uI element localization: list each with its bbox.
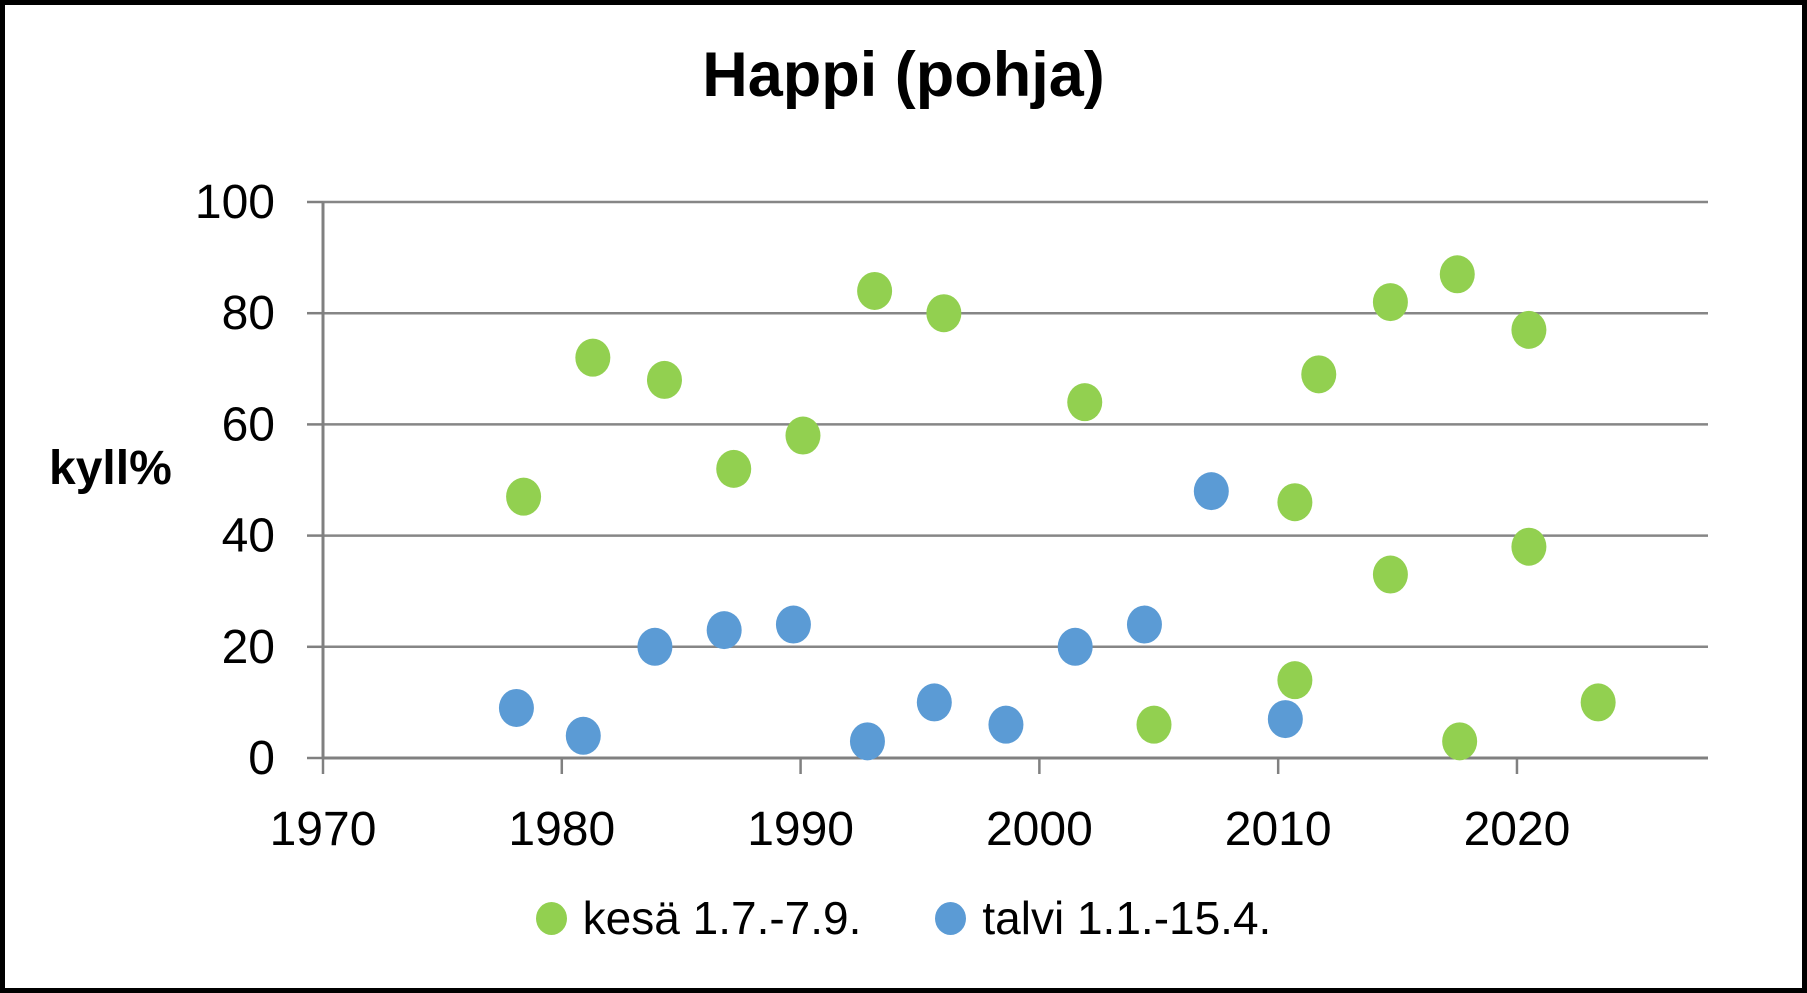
data-point-kesa: [1372, 555, 1408, 594]
y-tick-label: 80: [222, 287, 275, 340]
data-point-kesa: [506, 477, 542, 516]
data-point-talvi: [706, 611, 742, 650]
data-point-kesa: [575, 338, 611, 377]
data-point-talvi: [988, 705, 1024, 744]
legend-marker-kesa-icon: [535, 901, 567, 935]
data-point-talvi: [775, 605, 811, 644]
data-point-kesa: [1511, 310, 1547, 349]
data-point-talvi: [637, 627, 673, 666]
data-point-kesa: [1136, 705, 1172, 744]
x-tick-label: 2000: [986, 803, 1093, 856]
data-point-talvi: [1057, 627, 1093, 666]
data-point-kesa: [926, 294, 962, 333]
y-axis-title: kyll%: [49, 442, 172, 495]
data-point-kesa: [1580, 683, 1616, 722]
scatter-plot: 0 20 40 60 80 100 1970 1980 1990 2000 2010 2020: [195, 176, 1708, 856]
data-point-kesa: [716, 449, 752, 488]
data-point-talvi: [565, 716, 601, 755]
data-point-talvi: [1267, 700, 1303, 739]
x-tick-label: 2020: [1464, 803, 1571, 856]
data-point-kesa: [785, 416, 821, 455]
data-point-kesa: [1277, 483, 1313, 522]
data-point-talvi: [498, 688, 534, 727]
x-tick-label: 2010: [1225, 803, 1332, 856]
legend-item-kesa: kesä 1.7.-7.9.: [535, 891, 862, 945]
x-tick-label: 1970: [270, 803, 377, 856]
y-tick-label: 60: [222, 398, 275, 451]
data-point-kesa: [646, 360, 682, 399]
legend-label-talvi: talvi 1.1.-15.4.: [982, 892, 1272, 944]
data-point-kesa: [1277, 661, 1313, 700]
data-point-talvi: [1193, 472, 1229, 511]
x-tick-label: 1980: [508, 803, 615, 856]
data-point-kesa: [1067, 383, 1103, 422]
data-point-kesa: [1439, 255, 1475, 294]
data-point-kesa: [1301, 355, 1337, 394]
legend-marker-talvi-icon: [935, 901, 967, 935]
data-point-kesa: [857, 271, 893, 310]
y-tick-label: 20: [222, 621, 275, 674]
data-point-kesa: [1372, 283, 1408, 322]
x-tick-label: 1990: [747, 803, 854, 856]
data-point-kesa: [1442, 722, 1478, 761]
data-point-talvi: [849, 722, 885, 761]
data-point-talvi: [1126, 605, 1162, 644]
y-tick-label: 40: [222, 510, 275, 563]
data-point-kesa: [1511, 527, 1547, 566]
legend-item-talvi: talvi 1.1.-15.4.: [935, 891, 1271, 945]
legend-label-kesa: kesä 1.7.-7.9.: [582, 892, 862, 944]
data-point-talvi: [916, 683, 952, 722]
y-tick-label: 100: [195, 176, 275, 229]
chart-title: Happi (pohja): [702, 40, 1105, 110]
y-tick-label: 0: [248, 732, 275, 785]
legend: kesä 1.7.-7.9. talvi 1.1.-15.4.: [5, 891, 1802, 945]
